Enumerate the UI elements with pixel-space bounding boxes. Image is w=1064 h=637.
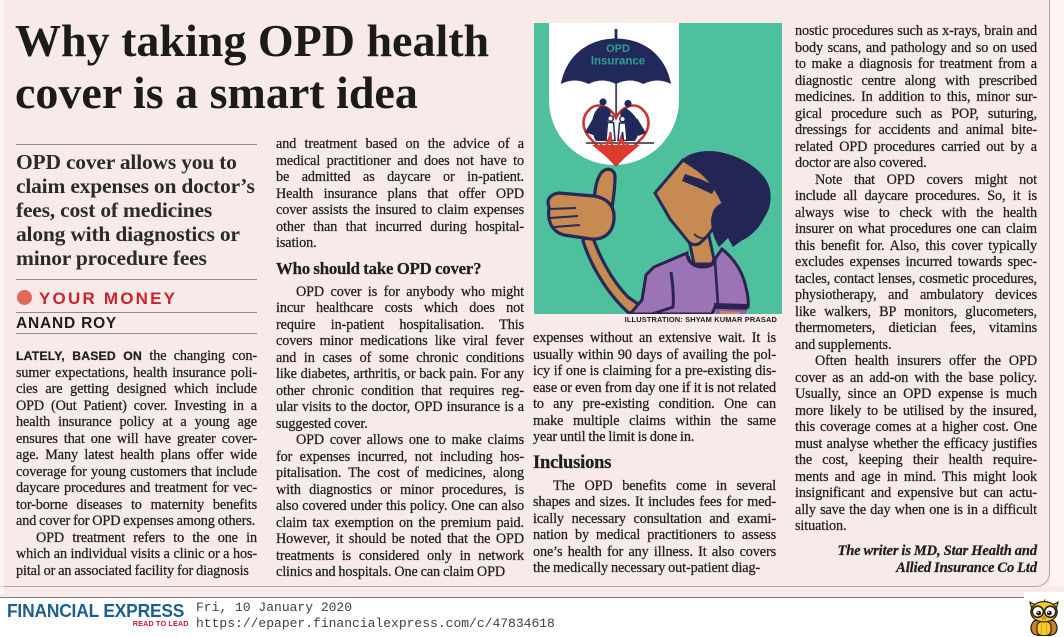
svg-text:OPD: OPD bbox=[606, 43, 630, 55]
svg-text:Insurance: Insurance bbox=[591, 56, 645, 68]
